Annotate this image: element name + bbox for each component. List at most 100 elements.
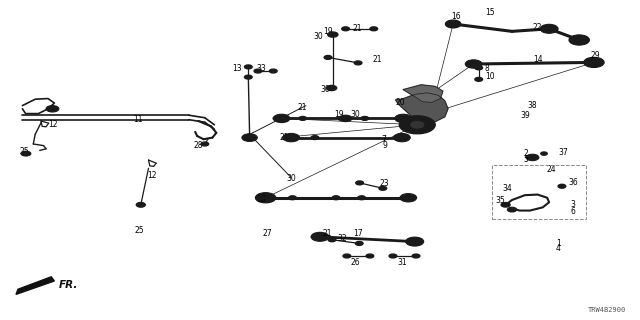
Circle shape [201, 142, 209, 146]
Circle shape [355, 242, 363, 245]
Circle shape [244, 75, 252, 79]
Text: 30: 30 [350, 110, 360, 119]
Circle shape [569, 35, 589, 45]
Circle shape [399, 116, 435, 134]
Circle shape [23, 152, 31, 156]
Text: 29: 29 [590, 52, 600, 60]
Circle shape [338, 116, 346, 120]
Circle shape [406, 237, 424, 246]
Text: 7: 7 [381, 135, 387, 144]
Circle shape [273, 116, 281, 120]
Text: 25: 25 [134, 226, 145, 235]
Text: 27: 27 [262, 229, 273, 238]
Circle shape [358, 196, 365, 200]
Text: 26: 26 [350, 258, 360, 267]
Circle shape [273, 114, 290, 123]
Text: 21: 21 [353, 24, 362, 33]
Circle shape [328, 32, 338, 37]
Circle shape [289, 196, 296, 200]
Text: 17: 17 [353, 229, 364, 238]
Circle shape [540, 24, 558, 33]
Text: 30: 30 [286, 174, 296, 183]
Circle shape [299, 116, 307, 120]
Text: 5: 5 [524, 155, 529, 164]
Text: TRW4B2900: TRW4B2900 [588, 307, 626, 313]
Circle shape [269, 69, 277, 73]
Circle shape [394, 133, 410, 142]
Circle shape [283, 136, 291, 140]
Circle shape [501, 203, 510, 207]
Circle shape [242, 134, 257, 141]
Circle shape [255, 193, 276, 203]
Text: 9: 9 [383, 141, 388, 150]
Circle shape [326, 85, 337, 91]
Polygon shape [396, 93, 448, 125]
Text: 28: 28 [194, 141, 203, 150]
Circle shape [21, 151, 30, 156]
Text: 23: 23 [379, 180, 389, 188]
Circle shape [526, 154, 539, 161]
Text: 19: 19 [323, 27, 333, 36]
Text: 16: 16 [451, 12, 461, 21]
Text: 24: 24 [547, 165, 557, 174]
Circle shape [379, 186, 387, 190]
Text: 21: 21 [280, 133, 289, 142]
Bar [492, 165, 586, 219]
Circle shape [584, 57, 604, 68]
Circle shape [136, 203, 145, 207]
Text: 32: 32 [337, 234, 348, 243]
Circle shape [343, 254, 351, 258]
Circle shape [400, 194, 417, 202]
Circle shape [389, 254, 397, 258]
Text: 11: 11 [133, 116, 142, 124]
Text: 33: 33 [256, 64, 266, 73]
Text: 2: 2 [524, 149, 529, 158]
Text: 6: 6 [570, 207, 575, 216]
Circle shape [311, 232, 329, 241]
Text: 37: 37 [558, 148, 568, 157]
Circle shape [354, 61, 362, 65]
Circle shape [475, 66, 483, 70]
Text: 30: 30 [313, 32, 323, 41]
Text: 39: 39 [520, 111, 530, 120]
Circle shape [370, 27, 378, 31]
Text: 3: 3 [570, 200, 575, 209]
Circle shape [395, 114, 412, 123]
Text: 21: 21 [373, 55, 382, 64]
Circle shape [254, 69, 262, 73]
Text: 4: 4 [556, 244, 561, 253]
Circle shape [508, 207, 516, 212]
Text: 8: 8 [484, 64, 489, 73]
Circle shape [311, 136, 319, 140]
Text: 18: 18 [257, 195, 266, 204]
Text: 30: 30 [320, 85, 330, 94]
Text: 36: 36 [568, 178, 578, 187]
Circle shape [558, 184, 566, 188]
Text: 19: 19 [334, 110, 344, 119]
Text: 25: 25 [19, 148, 29, 156]
Circle shape [361, 116, 369, 120]
Circle shape [257, 196, 264, 200]
Text: 10: 10 [484, 72, 495, 81]
Circle shape [283, 133, 300, 142]
Text: FR.: FR. [59, 280, 78, 290]
Polygon shape [403, 85, 443, 102]
Text: 31: 31 [397, 258, 407, 267]
Circle shape [541, 152, 547, 155]
Circle shape [244, 65, 252, 69]
Circle shape [328, 238, 336, 242]
Text: 15: 15 [484, 8, 495, 17]
Circle shape [475, 77, 483, 81]
Circle shape [342, 27, 349, 31]
Text: 38: 38 [527, 101, 538, 110]
Circle shape [332, 196, 340, 200]
Circle shape [445, 20, 461, 28]
Text: 14: 14 [532, 55, 543, 64]
Circle shape [411, 122, 424, 128]
Text: 1: 1 [556, 239, 561, 248]
Text: 34: 34 [502, 184, 512, 193]
Circle shape [465, 60, 482, 68]
Circle shape [406, 119, 429, 131]
Text: 21: 21 [323, 229, 332, 238]
Circle shape [46, 106, 59, 112]
